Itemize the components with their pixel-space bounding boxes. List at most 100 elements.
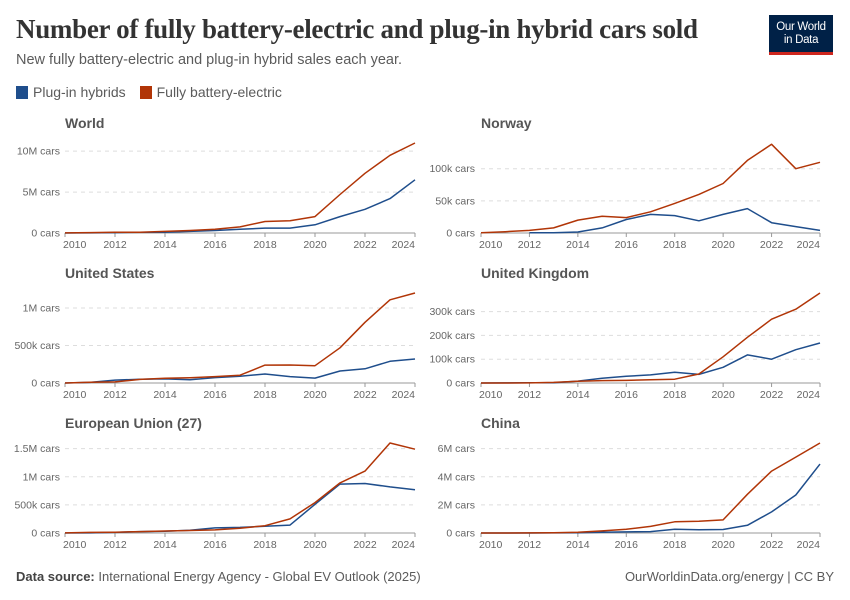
- x-tick-label: 2018: [253, 389, 277, 401]
- y-tick-label: 0 cars: [31, 528, 60, 540]
- x-tick-label: 2014: [153, 389, 177, 401]
- y-tick-label: 4M cars: [438, 471, 475, 483]
- y-tick-label: 100k cars: [429, 163, 475, 175]
- x-tick-label: 2022: [760, 539, 784, 551]
- x-tick-label: 2014: [153, 239, 177, 251]
- x-tick-label: 2022: [353, 239, 377, 251]
- y-tick-label: 0 cars: [446, 528, 475, 540]
- y-tick-label: 500k cars: [14, 499, 60, 511]
- x-tick-label: 2018: [253, 539, 277, 551]
- legend-label: Fully battery-electric: [156, 84, 282, 100]
- legend: Plug-in hybrids Fully battery-electric: [16, 84, 282, 100]
- panel-world: World 0 cars 5M cars 10M cars 2010 2012 2014 20…: [17, 115, 416, 251]
- x-tick-label: 2020: [711, 239, 735, 251]
- y-tick-label: 1M cars: [23, 303, 60, 315]
- credit-link[interactable]: OurWorldinData.org/energy | CC BY: [624, 569, 834, 584]
- x-tick-label: 2010: [63, 539, 87, 551]
- x-tick-label: 2016: [615, 389, 639, 401]
- x-tick-label: 2012: [518, 539, 542, 551]
- legend-swatch: [139, 85, 152, 99]
- x-tick-label: 2024: [797, 239, 821, 251]
- y-tick-label: 0 cars: [446, 228, 475, 240]
- series-line-battery-electric: [481, 442, 821, 534]
- series-line-battery-electric: [480, 143, 821, 234]
- x-tick-label: 2024: [392, 239, 416, 251]
- y-tick-label: 10M cars: [17, 146, 60, 158]
- chart-subtitle: New fully battery-electric and plug-in h…: [16, 52, 403, 68]
- series-line-battery-electric: [64, 142, 416, 234]
- panel-title: World: [65, 115, 104, 131]
- x-tick-label: 2018: [663, 539, 687, 551]
- series-line-battery-electric: [64, 442, 416, 534]
- y-tick-label: 100k cars: [429, 354, 475, 366]
- y-tick-label: 1.5M cars: [14, 443, 60, 455]
- legend-item-battery-electric[interactable]: Fully battery-electric: [139, 84, 282, 100]
- x-tick-label: 2016: [615, 539, 639, 551]
- logo-line-1: Our World: [776, 20, 826, 33]
- series-line-plug-in-hybrids: [64, 482, 416, 534]
- panel-title: Norway: [481, 115, 532, 131]
- x-tick-label: 2010: [479, 539, 503, 551]
- series-line-plug-in-hybrids: [64, 358, 416, 384]
- y-tick-label: 0 cars: [31, 228, 60, 240]
- x-tick-label: 2022: [760, 389, 784, 401]
- x-tick-label: 2018: [663, 389, 687, 401]
- series-line-plug-in-hybrids: [480, 342, 821, 384]
- panel-title: China: [481, 415, 520, 431]
- x-tick-label: 2018: [663, 239, 687, 251]
- x-tick-label: 2020: [711, 389, 735, 401]
- legend-item-plug-in-hybrids[interactable]: Plug-in hybrids: [16, 84, 126, 100]
- x-tick-label: 2016: [203, 239, 227, 251]
- legend-label: Plug-in hybrids: [33, 84, 126, 100]
- y-tick-label: 5M cars: [23, 187, 60, 199]
- panel-norway: Norway 0 cars 50k cars 100k cars 2010 2012 201…: [429, 115, 821, 251]
- x-tick-label: 2024: [797, 539, 821, 551]
- y-tick-label: 50k cars: [435, 195, 475, 207]
- x-tick-label: 2020: [303, 239, 327, 251]
- series-line-plug-in-hybrids: [529, 207, 821, 234]
- owid-logo[interactable]: Our World in Data: [769, 15, 833, 55]
- legend-swatch: [16, 85, 28, 99]
- panel-european-union-27: European Union (27) 0 cars 500k cars 1M car…: [14, 415, 416, 551]
- y-tick-label: 0 cars: [31, 378, 60, 390]
- x-tick-label: 2016: [615, 239, 639, 251]
- y-tick-label: 200k cars: [429, 330, 475, 342]
- source-label: Data source:: [16, 569, 95, 584]
- x-tick-label: 2024: [392, 539, 416, 551]
- x-tick-label: 2016: [203, 389, 227, 401]
- x-tick-label: 2012: [518, 239, 542, 251]
- panel-title: United States: [65, 265, 155, 281]
- y-tick-label: 2M cars: [438, 499, 475, 511]
- x-tick-label: 2020: [303, 389, 327, 401]
- series-line-battery-electric: [481, 292, 821, 384]
- x-tick-label: 2010: [63, 239, 87, 251]
- source-text: International Energy Agency - Global EV …: [94, 569, 421, 584]
- x-tick-label: 2020: [711, 539, 735, 551]
- x-tick-label: 2012: [518, 389, 542, 401]
- x-tick-label: 2010: [479, 389, 503, 401]
- y-tick-label: 6M cars: [438, 443, 475, 455]
- x-tick-label: 2012: [103, 539, 127, 551]
- panel-united-states: United States 0 cars 500k cars 1M cars 2010 2…: [14, 265, 416, 401]
- y-tick-label: 0 cars: [446, 378, 475, 390]
- x-tick-label: 2014: [153, 539, 177, 551]
- panel-title: European Union (27): [65, 415, 202, 431]
- x-tick-label: 2014: [566, 239, 590, 251]
- data-source: Data source: International Energy Agency…: [16, 569, 421, 584]
- x-tick-label: 2018: [253, 239, 277, 251]
- chart-title: Number of fully battery-electric and plu…: [16, 14, 698, 44]
- x-tick-label: 2012: [103, 239, 127, 251]
- logo-line-2: in Data: [783, 33, 819, 46]
- panel-title: United Kingdom: [481, 265, 589, 281]
- x-tick-label: 2024: [392, 389, 416, 401]
- series-line-battery-electric: [64, 292, 416, 384]
- x-tick-label: 2016: [203, 539, 227, 551]
- x-tick-label: 2014: [566, 389, 590, 401]
- x-tick-label: 2022: [760, 239, 784, 251]
- x-tick-label: 2022: [353, 539, 377, 551]
- y-tick-label: 500k cars: [14, 340, 60, 352]
- panel-united-kingdom: United Kingdom 0 cars 100k cars 200k cars 30…: [429, 265, 821, 401]
- x-tick-label: 2022: [353, 389, 377, 401]
- series-line-plug-in-hybrids: [64, 179, 416, 234]
